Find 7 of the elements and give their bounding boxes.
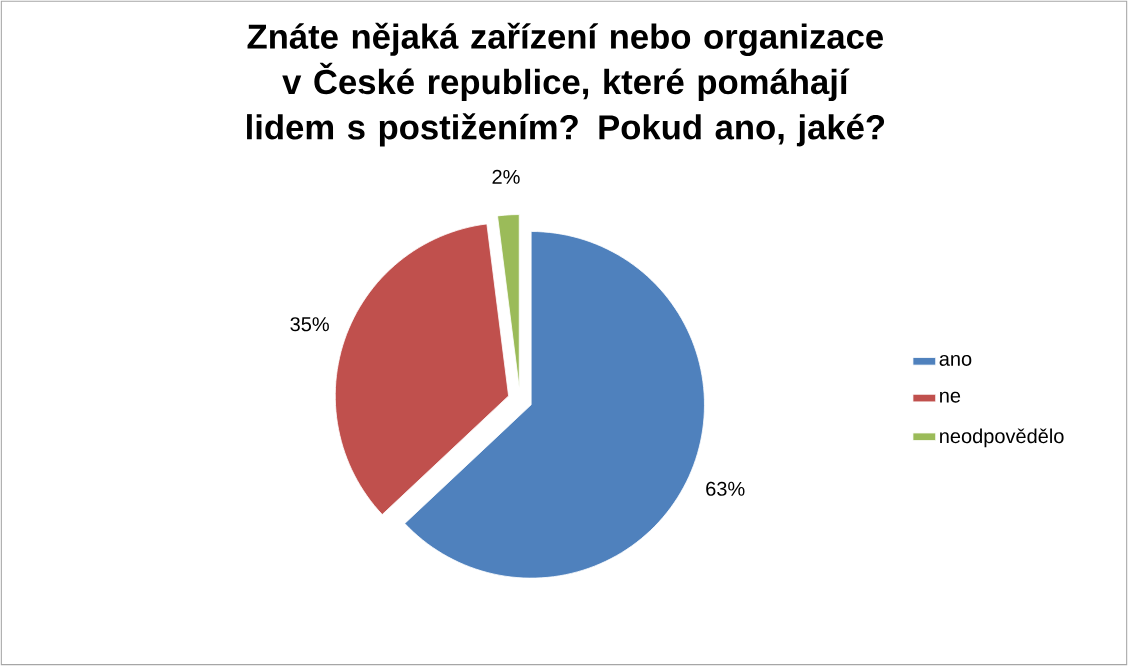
data-label: 63% <box>706 481 745 496</box>
data-label: 35% <box>290 317 329 332</box>
data-label: 2% <box>492 169 520 184</box>
chart-title: Znáte nějaká zařízení nebo organizace v České republice, které pomáhají lidem s postižením? Pokud ano, jaké? <box>247 22 885 147</box>
legend-label: ne <box>940 391 961 403</box>
legend-label: neodpovědělo <box>940 428 1064 448</box>
legend-label: ano <box>939 354 972 366</box>
